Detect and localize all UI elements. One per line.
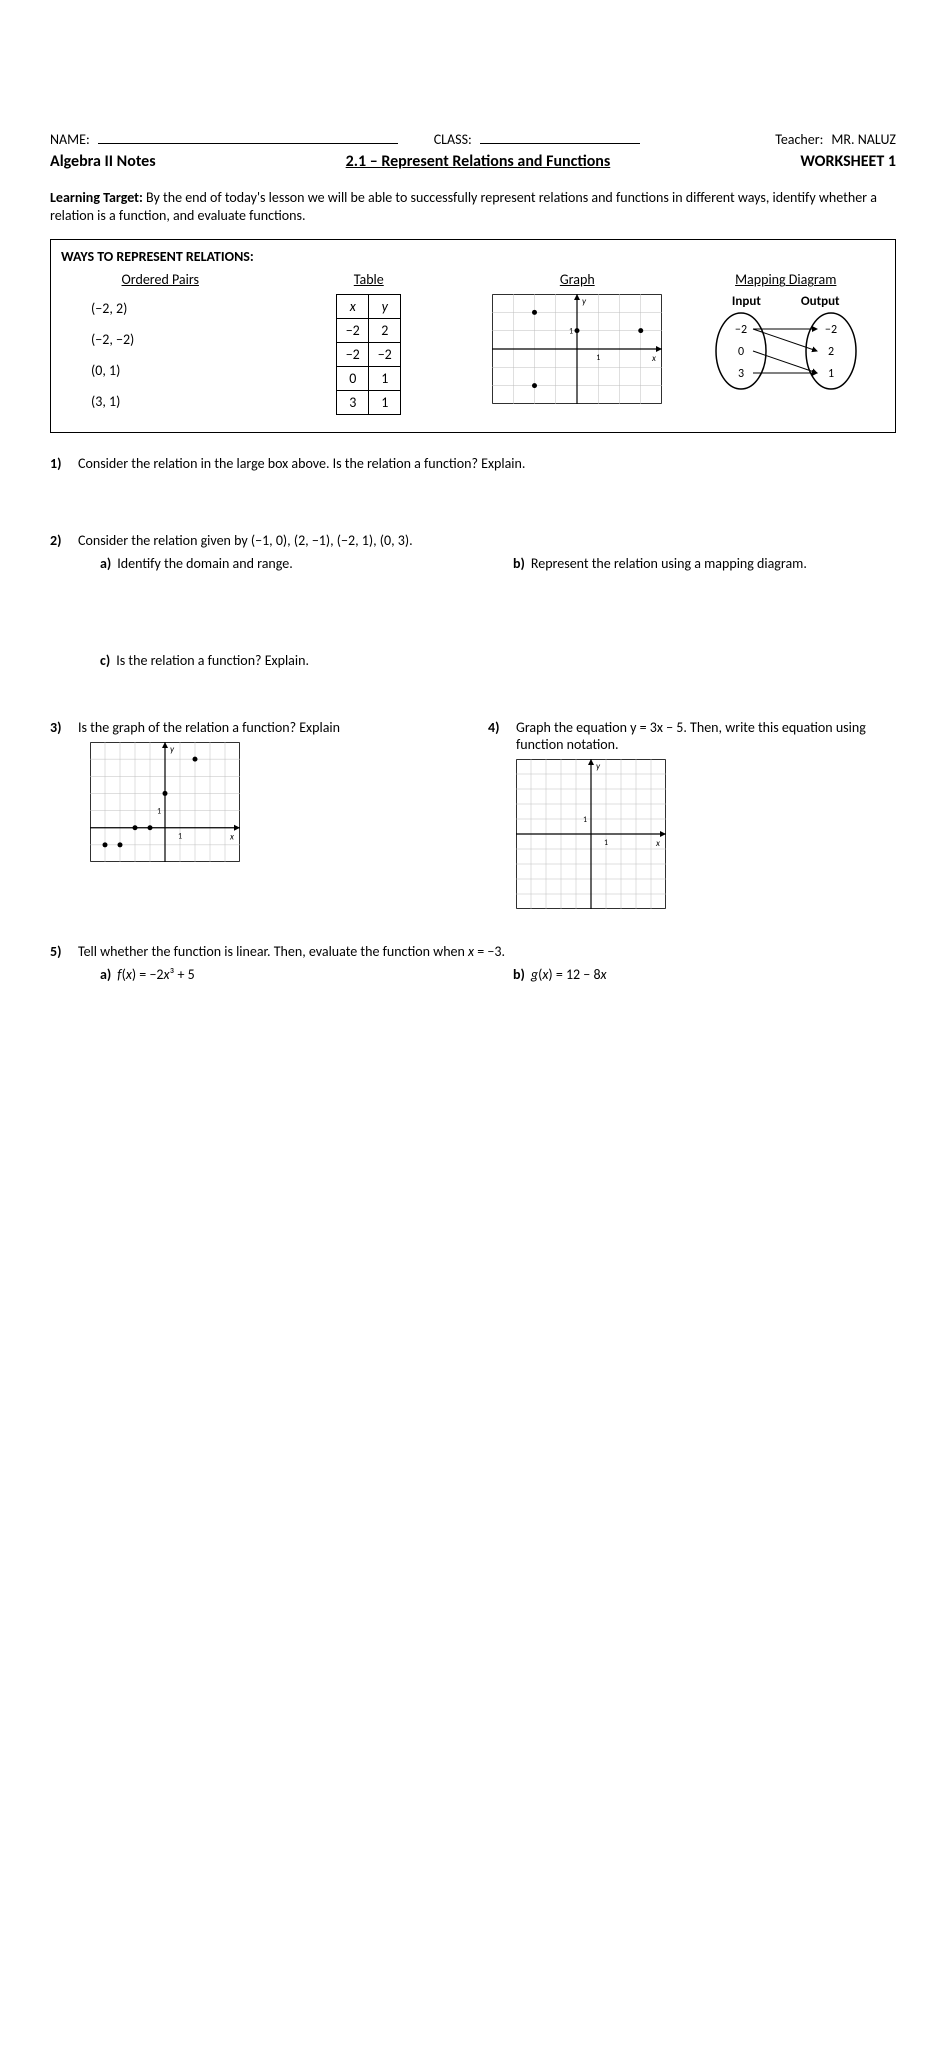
mapping-diagram: −2 0 3 −2 2 1 — [706, 311, 866, 391]
q4-graph: y x 1 1 — [516, 759, 666, 909]
cell: 1 — [369, 367, 401, 391]
header-line-2: Algebra II Notes 2.1 – Represent Relatio… — [50, 152, 896, 171]
xy-table: xy −22 −2−2 01 31 — [336, 294, 401, 415]
svg-text:1: 1 — [157, 806, 161, 816]
name-label: NAME: — [50, 131, 90, 148]
q4-num: 4) — [488, 719, 510, 753]
output-label: Output — [801, 294, 840, 309]
cell: −2 — [369, 343, 401, 367]
graph-heading: Graph — [560, 271, 595, 288]
q2c-label: c) — [100, 652, 110, 669]
svg-text:1: 1 — [828, 367, 834, 381]
q5-text: Tell whether the function is linear. The… — [78, 943, 505, 960]
cell: −2 — [337, 343, 369, 367]
q3-graph: y x 1 1 — [90, 742, 240, 862]
ways-box-title: WAYS TO REPRESENT RELATIONS: — [61, 248, 885, 265]
worksheet-number: WORKSHEET 1 — [800, 152, 896, 171]
q2a-text: Identify the domain and range. — [117, 555, 292, 572]
class-blank — [480, 130, 640, 144]
lt-text: By the end of today's lesson we will be … — [50, 189, 877, 224]
cell: 3 — [337, 391, 369, 415]
q5b-label: b) — [513, 966, 525, 983]
class-label: CLASS: — [434, 131, 472, 148]
question-3: 3) Is the graph of the relation a functi… — [50, 719, 458, 913]
svg-text:3: 3 — [738, 367, 744, 381]
q4-text: Graph the equation y = 3x − 5. Then, wri… — [516, 719, 896, 753]
q1-num: 1) — [50, 455, 72, 472]
worksheet-page: NAME: CLASS: Teacher: MR. NALUZ Algebra … — [0, 0, 946, 2048]
q5a-label: a) — [100, 966, 111, 983]
svg-text:−2: −2 — [735, 323, 747, 337]
svg-text:x: x — [655, 838, 660, 849]
table-heading: Table — [354, 271, 384, 288]
table-col: Table xy −22 −2−2 01 31 — [270, 271, 469, 417]
svg-text:y: y — [596, 761, 601, 772]
q3-num: 3) — [50, 719, 72, 736]
q2b-label: b) — [513, 555, 525, 572]
question-5: 5) Tell whether the function is linear. … — [50, 943, 896, 983]
mapping-heading: Mapping Diagram — [735, 271, 836, 288]
course-title: Algebra II Notes — [50, 152, 156, 171]
cell: 0 — [337, 367, 369, 391]
input-label: Input — [732, 294, 761, 309]
svg-text:x: x — [651, 353, 656, 364]
svg-text:1: 1 — [604, 838, 608, 848]
graph-col: Graph y x 1 1 — [478, 271, 677, 417]
svg-text:1: 1 — [583, 815, 587, 825]
pair-item: (0, 1) — [91, 356, 260, 387]
relation-graph: y x 1 1 — [492, 294, 662, 404]
svg-text:1: 1 — [569, 327, 573, 337]
q5b: b) g(x) = 12 − 8x — [513, 966, 896, 983]
question-4: 4) Graph the equation y = 3x − 5. Then, … — [488, 719, 896, 913]
svg-text:1: 1 — [178, 831, 182, 841]
name-blank — [98, 130, 398, 144]
svg-text:1: 1 — [597, 353, 601, 363]
q5-num: 5) — [50, 943, 72, 960]
th-x: x — [337, 295, 369, 319]
th-y: y — [369, 295, 401, 319]
q2-text: Consider the relation given by (−1, 0), … — [78, 532, 413, 549]
q5a: a) f(x) = −2x³ + 5 — [100, 966, 483, 983]
q3-text: Is the graph of the relation a function?… — [78, 719, 340, 736]
pairs-heading: Ordered Pairs — [122, 271, 199, 288]
cell: 2 — [369, 319, 401, 343]
q2c: c) Is the relation a function? Explain. — [100, 652, 896, 669]
pair-item: (−2, −2) — [91, 325, 260, 356]
svg-text:y: y — [582, 296, 587, 307]
ways-box: WAYS TO REPRESENT RELATIONS: Ordered Pai… — [50, 239, 896, 432]
q2a-label: a) — [100, 555, 111, 572]
cell: 1 — [369, 391, 401, 415]
teacher-label: Teacher: — [775, 131, 823, 148]
q5b-text: g(x) = 12 − 8x — [531, 966, 607, 983]
q2b: b) Represent the relation using a mappin… — [513, 555, 896, 572]
q2-num: 2) — [50, 532, 72, 549]
mapping-col: Mapping Diagram Input Output −2 0 3 −2 2 1 — [687, 271, 886, 417]
ordered-pairs-col: Ordered Pairs (−2, 2) (−2, −2) (0, 1) (3… — [61, 271, 260, 417]
pair-item: (−2, 2) — [91, 294, 260, 325]
q3-q4-row: 3) Is the graph of the relation a functi… — [50, 719, 896, 913]
question-1: 1) Consider the relation in the large bo… — [50, 455, 896, 472]
svg-text:x: x — [229, 831, 234, 842]
q2c-text: Is the relation a function? Explain. — [116, 652, 309, 669]
svg-text:−2: −2 — [825, 323, 837, 337]
pair-item: (3, 1) — [91, 387, 260, 418]
svg-text:y: y — [170, 744, 175, 755]
teacher-name: MR. NALUZ — [831, 131, 896, 148]
svg-text:0: 0 — [738, 345, 744, 359]
q2b-text: Represent the relation using a mapping d… — [531, 555, 807, 572]
q5a-text: f(x) = −2x³ + 5 — [117, 966, 194, 983]
section-title: 2.1 – Represent Relations and Functions — [164, 152, 793, 171]
header-line-1: NAME: CLASS: Teacher: MR. NALUZ — [50, 130, 896, 148]
question-2: 2) Consider the relation given by (−1, 0… — [50, 532, 896, 669]
q2a: a) Identify the domain and range. — [100, 555, 483, 572]
q1-text: Consider the relation in the large box a… — [78, 455, 525, 472]
learning-target: Learning Target: By the end of today's l… — [50, 189, 896, 225]
pairs-list: (−2, 2) (−2, −2) (0, 1) (3, 1) — [61, 294, 260, 417]
lt-label: Learning Target: — [50, 189, 143, 206]
cell: −2 — [337, 319, 369, 343]
svg-text:2: 2 — [828, 345, 834, 359]
